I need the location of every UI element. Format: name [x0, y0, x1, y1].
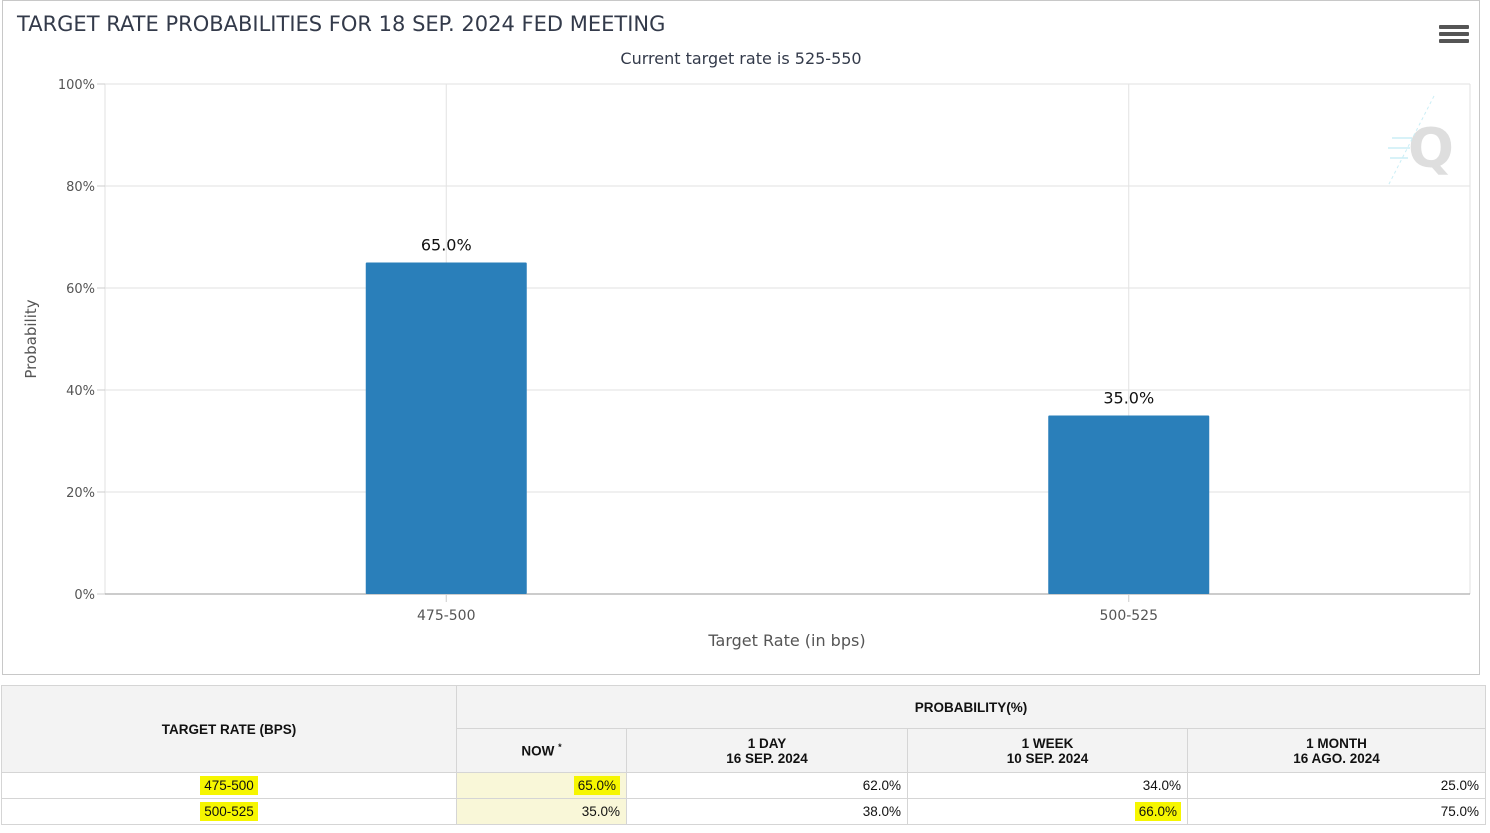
- gridlines: [104, 83, 1471, 594]
- probability-table-wrap: TARGET RATE (BPS) PROBABILITY(%) NOW * 1…: [1, 685, 1486, 825]
- x-tick-label: 500-525: [1100, 608, 1159, 624]
- col-1-month: 1 MONTH 16 AGO. 2024: [1187, 728, 1486, 773]
- value-cell: 66.0%: [907, 798, 1188, 825]
- svg-text:Q: Q: [1408, 117, 1454, 180]
- rate-cell: 500-525: [1, 798, 457, 825]
- chart-panel: TARGET RATE PROBABILITIES FOR 18 SEP. 20…: [2, 0, 1480, 675]
- x-axis-ticks: 475-500 500-525: [417, 594, 1158, 624]
- y-tick-label: 100%: [58, 78, 95, 93]
- col-now: NOW *: [456, 728, 627, 773]
- data-label: 65.0%: [421, 236, 472, 255]
- table-row: 500-525 35.0% 38.0% 66.0% 75.0%: [1, 798, 1486, 825]
- rate-cell: 475-500: [1, 772, 457, 799]
- y-tick-label: 80%: [66, 180, 95, 195]
- y-tick-label: 40%: [66, 384, 95, 399]
- chart-title: TARGET RATE PROBABILITIES FOR 18 SEP. 20…: [17, 12, 666, 36]
- value-cell: 38.0%: [626, 798, 908, 825]
- bars: 65.0% 35.0%: [365, 236, 1210, 594]
- x-axis-title: Target Rate (in bps): [707, 631, 865, 650]
- value-cell: 65.0%: [456, 772, 627, 799]
- bar: [365, 262, 527, 594]
- y-tick-label: 60%: [66, 282, 95, 297]
- col-1-week: 1 WEEK 10 SEP. 2024: [907, 728, 1188, 773]
- header-target-rate: TARGET RATE (BPS): [1, 685, 457, 773]
- y-axis-title: Probability: [22, 299, 40, 378]
- value-cell: 75.0%: [1187, 798, 1486, 825]
- value-cell: 25.0%: [1187, 772, 1486, 799]
- col-1-day: 1 DAY 16 SEP. 2024: [626, 728, 908, 773]
- value-cell: 34.0%: [907, 772, 1188, 799]
- y-axis-ticks: 0% 20% 40% 60% 80% 100%: [58, 78, 105, 603]
- header-probability: PROBABILITY(%): [456, 685, 1486, 729]
- bar: [1048, 415, 1210, 594]
- table-row: 475-500 65.0% 62.0% 34.0% 25.0%: [1, 772, 1486, 799]
- chart-subtitle: Current target rate is 525-550: [620, 49, 862, 68]
- q-logo-icon: Q: [1387, 95, 1454, 187]
- probability-table: TARGET RATE (BPS) PROBABILITY(%) NOW * 1…: [1, 685, 1486, 825]
- value-cell: 62.0%: [626, 772, 908, 799]
- data-label: 35.0%: [1103, 389, 1154, 408]
- x-tick-label: 475-500: [417, 608, 476, 624]
- bar-chart: 0% 20% 40% 60% 80% 100% 65.0% 35.0% 475-500 500…: [22, 78, 1471, 650]
- y-tick-label: 20%: [66, 486, 95, 501]
- value-cell: 35.0%: [456, 798, 627, 825]
- chart-menu-icon[interactable]: [1439, 25, 1469, 49]
- y-tick-label: 0%: [74, 588, 95, 603]
